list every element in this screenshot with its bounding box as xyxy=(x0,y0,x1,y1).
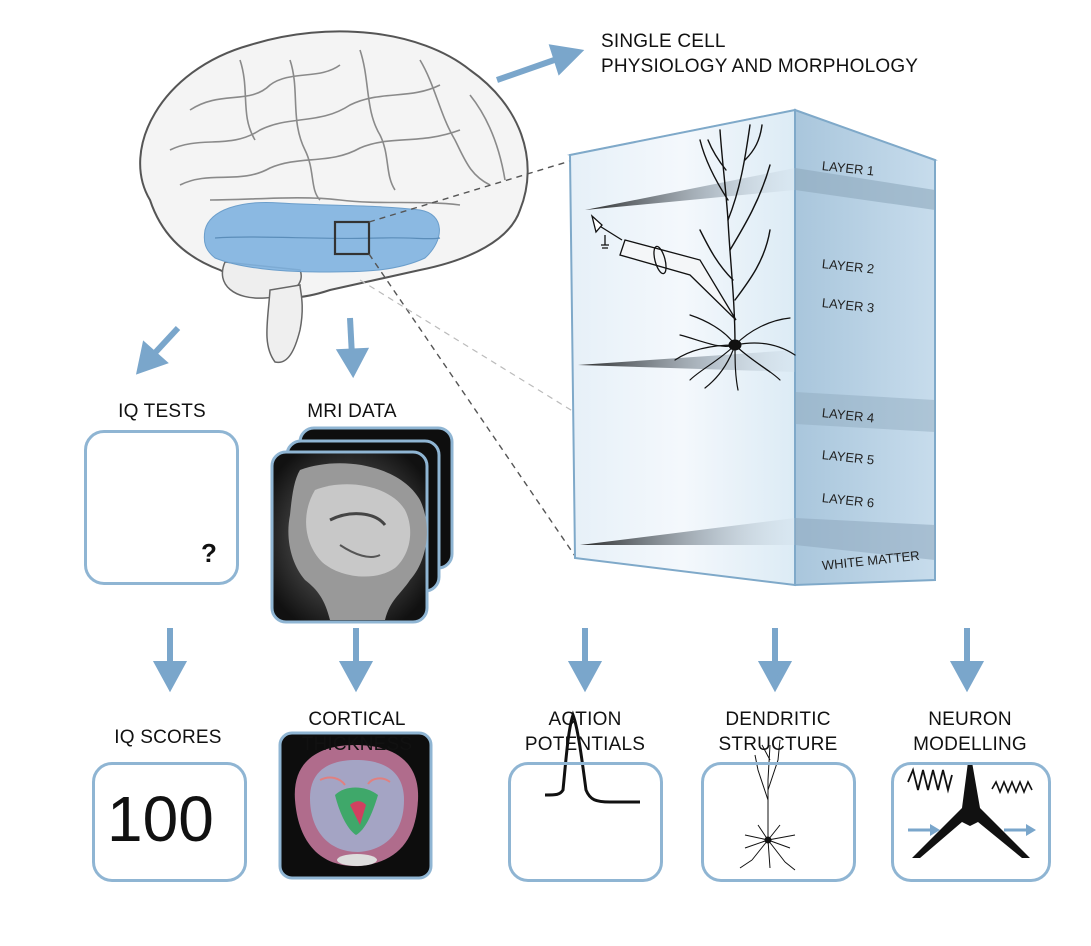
iq-scores-label: IQ SCORES xyxy=(114,727,222,748)
iq-scores-box xyxy=(92,762,247,882)
neuron-modelling-box xyxy=(891,762,1051,882)
flow-arrows xyxy=(135,44,985,693)
single-cell-label-line1: SINGLE CELL xyxy=(601,31,726,52)
cortical-label-line2: THICKNESS xyxy=(301,734,413,755)
neuron-label-line1: NEURON xyxy=(928,709,1012,730)
action-label-line2: POTENTIALS xyxy=(524,734,646,755)
action-potential-trace xyxy=(544,710,640,804)
neuron-label-line2: MODELLING xyxy=(913,734,1027,755)
action-label-line1: ACTION xyxy=(548,709,622,730)
cortical-label-line1: CORTICAL xyxy=(308,709,406,730)
brain-illustration xyxy=(139,30,529,364)
cortical-thickness-image xyxy=(278,731,433,880)
single-cell-label-line2: PHYSIOLOGY AND MORPHOLOGY xyxy=(601,56,919,77)
dendritic-structure-box xyxy=(701,762,856,882)
iq-test-box xyxy=(84,430,239,585)
cortical-column xyxy=(567,108,938,587)
projection-lines xyxy=(368,157,581,557)
dendritic-label-line1: DENDRITIC xyxy=(725,709,831,730)
action-potentials-box xyxy=(508,762,663,882)
mri-scan-stack xyxy=(270,426,454,624)
dendritic-label-line2: STRUCTURE xyxy=(718,734,838,755)
iq-score-value: 100 xyxy=(107,783,214,855)
pyramidal-neuron xyxy=(674,124,796,391)
dendritic-structure-drawing xyxy=(739,739,796,871)
electrode-icon xyxy=(590,214,737,321)
neuron-model-drawing xyxy=(907,762,1036,858)
mri-data-label: MRI DATA xyxy=(307,401,397,422)
iq-tests-label: IQ TESTS xyxy=(118,401,206,422)
iq-test-question-mark: ? xyxy=(201,538,218,568)
